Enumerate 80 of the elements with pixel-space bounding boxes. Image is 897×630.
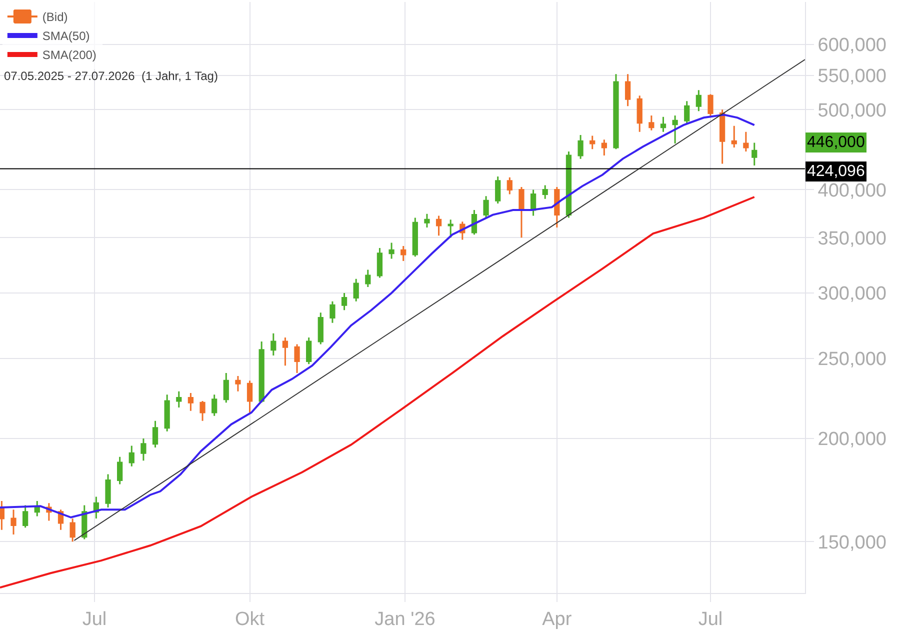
candlestick — [235, 375, 241, 392]
candlestick — [743, 131, 749, 152]
y-tick-label: 600,000 — [818, 34, 886, 56]
y-tick-label: 550,000 — [818, 66, 886, 88]
y-tick-label: 200,000 — [818, 429, 886, 450]
y-tick-label: 400,000 — [818, 180, 886, 202]
candlestick — [176, 390, 182, 408]
candlestick — [648, 114, 654, 132]
legend-label: (Bid) — [42, 10, 68, 24]
candlestick — [0, 500, 4, 531]
candlestick — [495, 176, 501, 204]
candlestick — [400, 245, 406, 262]
line-series — [0, 196, 756, 589]
candlestick — [282, 336, 288, 366]
candlestick — [696, 89, 702, 112]
candlestick — [731, 125, 737, 148]
candlestick — [684, 100, 690, 126]
candlestick — [601, 138, 607, 156]
candlestick — [483, 195, 489, 218]
candlestick — [105, 474, 111, 508]
y-tick-label: 300,000 — [818, 284, 886, 305]
legend-label: SMA(200) — [42, 48, 96, 62]
y-tick-label: 250,000 — [818, 349, 886, 370]
candlestick — [353, 278, 359, 302]
candlestick — [200, 400, 206, 422]
candlestick — [34, 500, 40, 518]
candlestick — [212, 394, 218, 417]
candlestick — [530, 188, 536, 217]
candlestick — [578, 134, 584, 160]
x-tick-label: Okt — [234, 608, 266, 630]
candlestick — [708, 93, 714, 118]
text: 446,000 — [807, 134, 865, 151]
candlestick — [117, 456, 123, 486]
candlestick — [613, 73, 619, 150]
x-tick-label: Apr — [542, 608, 572, 630]
candlestick — [341, 292, 348, 311]
candlestick — [140, 438, 146, 462]
x-tick-label: Jul — [698, 608, 723, 630]
candlestick — [306, 336, 312, 365]
candlestick — [188, 392, 194, 412]
y-tick-label: 150,000 — [818, 532, 886, 554]
candlestick — [636, 94, 642, 133]
candlestick — [152, 420, 158, 448]
legend-label: SMA(50) — [42, 29, 90, 44]
candlestick — [660, 116, 666, 133]
candlestick — [128, 444, 134, 468]
y-tick-label: 500,000 — [818, 100, 886, 122]
candlestick — [10, 508, 16, 536]
candlestick — [388, 242, 394, 260]
candlestick — [424, 213, 430, 228]
candlestick — [164, 394, 170, 432]
candlestick — [376, 247, 383, 278]
x-tick-label: Jul — [82, 608, 107, 630]
candlestick — [270, 332, 276, 356]
candlestick — [554, 186, 560, 228]
candlestick — [246, 380, 253, 414]
candlestick — [624, 73, 631, 107]
candlestick — [330, 300, 336, 324]
candlestick — [518, 186, 524, 238]
candlestick — [22, 504, 28, 528]
candlestick — [365, 269, 371, 288]
candlestick — [448, 218, 454, 238]
annotation: 07.05.2025 - 27.07.2026 (1 Jahr, 1 Tag) — [4, 69, 218, 83]
candlestick — [436, 215, 442, 236]
candlestick — [566, 150, 572, 218]
x-tick-label: Jan '26 — [374, 608, 436, 630]
candlestick — [223, 372, 229, 404]
candlestick — [672, 114, 678, 144]
candlestick — [412, 216, 418, 258]
line-series — [0, 114, 756, 518]
y-tick-label: 350,000 — [818, 228, 886, 250]
candlestick — [70, 518, 76, 542]
candlestick — [318, 312, 324, 346]
ref-line-label: 424,096 — [807, 163, 865, 180]
candlestick — [542, 184, 548, 200]
candlestick — [719, 108, 726, 165]
candlestick — [506, 176, 512, 195]
candlestick — [752, 142, 758, 166]
candlestick — [590, 134, 596, 150]
candlestick — [294, 344, 300, 374]
